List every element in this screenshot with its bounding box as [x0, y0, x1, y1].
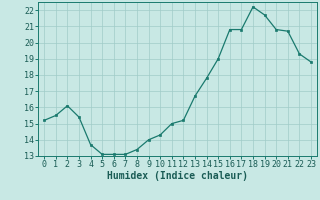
X-axis label: Humidex (Indice chaleur): Humidex (Indice chaleur) — [107, 171, 248, 181]
